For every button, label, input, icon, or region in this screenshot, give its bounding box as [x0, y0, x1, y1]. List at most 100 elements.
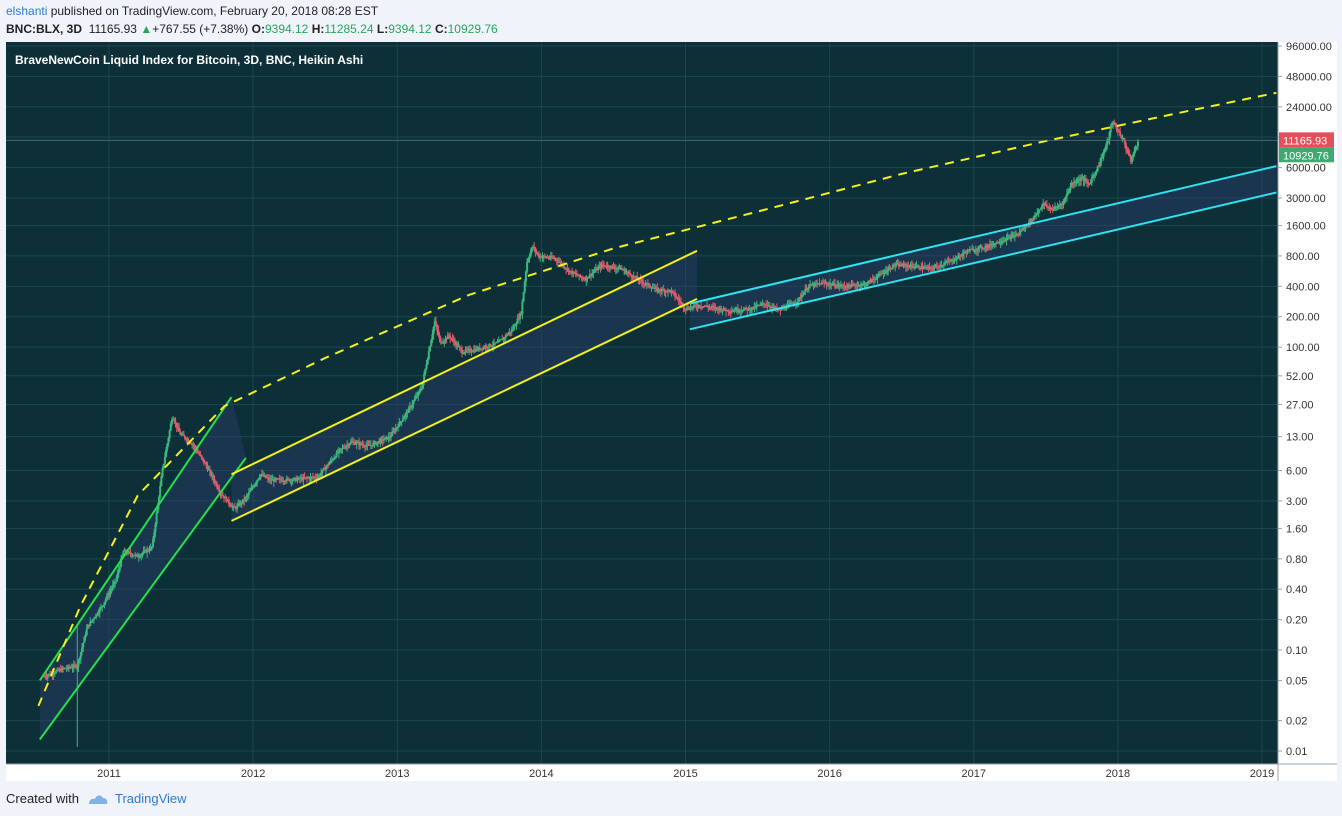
candle-body: [987, 245, 990, 247]
candle-body: [430, 340, 433, 347]
chart-svg[interactable]: BraveNewCoin Liquid Index for Bitcoin, 3…: [6, 42, 1337, 781]
candle-body: [296, 478, 299, 481]
candle-body: [906, 265, 909, 267]
candle-body: [536, 252, 539, 255]
candle-body: [592, 272, 595, 274]
candle-body: [1039, 208, 1042, 210]
candle-body: [661, 289, 664, 292]
candle-body: [951, 259, 954, 261]
candle-body: [98, 608, 101, 613]
candle-body: [985, 246, 988, 249]
candle-body: [616, 267, 619, 269]
price-axis: 96000.0048000.0024000.0012000.006000.003…: [1278, 42, 1332, 758]
close-value: 10929.76: [447, 22, 498, 36]
candle-body: [49, 673, 52, 675]
candle-body: [44, 676, 47, 678]
tradingview-link[interactable]: TradingView: [114, 791, 187, 806]
candle-body: [323, 468, 326, 471]
candle-body: [595, 268, 598, 271]
candle-body: [657, 288, 660, 292]
candle-body: [269, 479, 272, 481]
candle-body: [648, 283, 651, 287]
candle-body: [388, 436, 391, 438]
candle-body: [444, 338, 447, 342]
candle-body: [297, 477, 300, 479]
candle-body: [442, 342, 445, 344]
candle-body: [1093, 174, 1096, 177]
candle-body: [540, 256, 543, 258]
candle-body: [547, 257, 550, 259]
candle-body: [1112, 121, 1115, 124]
candle-body: [747, 307, 750, 311]
candle-body: [255, 482, 258, 485]
candle-body: [503, 337, 506, 339]
candle-body: [914, 267, 917, 269]
log-arc: [37, 91, 1277, 707]
candle-body: [658, 288, 661, 291]
candle-body: [417, 391, 420, 396]
candle-body: [998, 242, 1001, 244]
x-tick-label: 2016: [817, 768, 841, 780]
candle-body: [876, 276, 879, 279]
candle-body: [487, 347, 490, 349]
candle-body: [755, 305, 758, 308]
candle-body: [352, 441, 355, 443]
candle-body: [1012, 235, 1015, 237]
candle-body: [335, 452, 338, 458]
candle-body: [521, 301, 524, 315]
candle-body: [974, 249, 977, 251]
candle-body: [638, 278, 641, 281]
candle-body: [990, 243, 993, 246]
candle-body: [172, 419, 175, 421]
candle-body: [343, 447, 346, 449]
candle-body: [514, 325, 517, 327]
candle-body: [314, 477, 317, 479]
candle-body: [463, 352, 466, 354]
author-link[interactable]: elshanti: [6, 4, 48, 18]
candle-body: [1005, 237, 1008, 241]
candle-body: [191, 443, 194, 445]
candle-body: [146, 549, 149, 553]
candle-body: [395, 427, 398, 429]
candle-body: [1030, 218, 1033, 224]
candle-body: [885, 271, 888, 273]
candle-body: [635, 276, 638, 278]
candle-body: [63, 668, 66, 670]
candle-body: [303, 477, 306, 479]
candle-body: [139, 556, 142, 558]
time-axis-panel[interactable]: [6, 764, 1278, 781]
candle-body: [580, 276, 583, 278]
candle-body: [175, 422, 178, 428]
candle-body: [539, 256, 542, 258]
candle-body: [122, 551, 125, 556]
candle-body: [193, 445, 196, 447]
candle-body: [342, 447, 345, 449]
price-axis-panel[interactable]: [1278, 42, 1337, 781]
candle-body: [1132, 154, 1135, 158]
candle-body: [762, 303, 765, 305]
candle-body: [527, 259, 530, 262]
candle-body: [268, 477, 271, 480]
candle-body: [545, 256, 548, 258]
candle-body: [695, 305, 698, 307]
candle-body: [162, 463, 165, 469]
candle-body: [765, 304, 768, 306]
candle-body: [771, 307, 774, 309]
candle-body: [983, 248, 986, 250]
candle-body: [967, 249, 970, 252]
candle-body: [337, 449, 340, 453]
candle-body: [112, 581, 115, 585]
candle-body: [742, 308, 745, 311]
y-tick-label: 100.00: [1286, 342, 1320, 354]
candle-body: [883, 270, 886, 274]
chart-container[interactable]: BraveNewCoin Liquid Index for Bitcoin, 3…: [6, 42, 1337, 781]
candle-body: [304, 477, 307, 479]
candle-body: [339, 448, 342, 450]
candle-body: [891, 264, 894, 269]
candle-body: [569, 270, 572, 272]
candle-body: [624, 269, 627, 274]
candle-body: [152, 539, 155, 547]
candle-body: [997, 241, 1000, 244]
candle-body: [160, 476, 163, 487]
candle-body: [952, 259, 955, 262]
